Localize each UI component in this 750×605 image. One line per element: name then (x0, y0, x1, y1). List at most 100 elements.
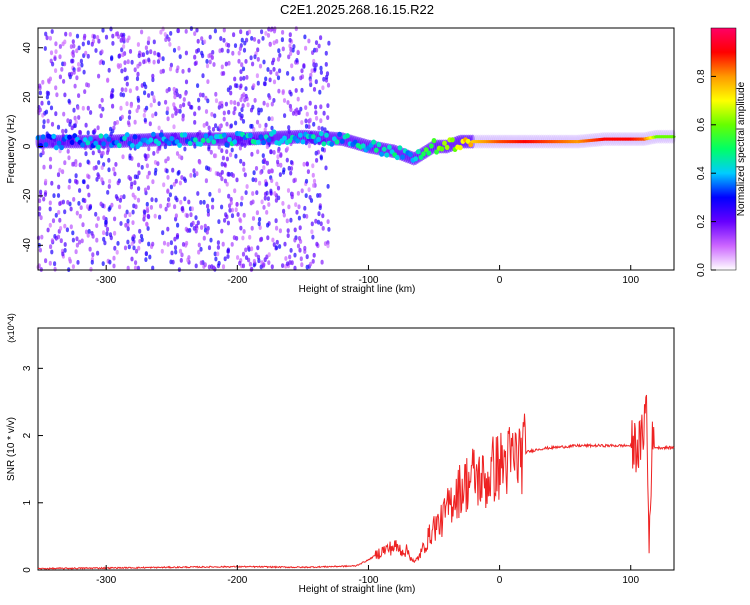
spectrogram-cell (137, 186, 141, 192)
spectrogram-cell (304, 118, 308, 124)
spectrogram-cell (274, 245, 279, 251)
spectrogram-cell (199, 260, 203, 266)
ridge-cell (337, 131, 342, 137)
ridge-cell (266, 137, 272, 143)
spectrogram-cell (319, 104, 323, 110)
spectrogram-cell (74, 173, 78, 179)
spectrogram-cell (274, 218, 278, 224)
ridge-cell (371, 139, 377, 145)
spectrogram-cell (133, 265, 138, 271)
spectrogram-cell (86, 53, 90, 59)
spectrogram-cell (286, 71, 290, 76)
spectrogram-cell (225, 214, 229, 220)
spectrogram-cell (293, 265, 297, 271)
ridge-cell (85, 140, 91, 146)
spectrogram-cell (281, 46, 285, 52)
spectrogram-cell (130, 59, 134, 65)
spectrogram-cell (113, 171, 117, 177)
spectrogram-cell (222, 116, 226, 122)
spectrogram-cell (176, 171, 180, 176)
spectrogram-cell (242, 212, 246, 218)
spectrogram-cell (225, 149, 229, 155)
spectrogram-cell (312, 252, 316, 258)
ridge-cell (316, 136, 321, 142)
spectrogram-cell (111, 33, 115, 39)
spectrogram-cell (307, 143, 311, 149)
ridge-cell (232, 139, 238, 145)
spectrogram-cell (166, 156, 170, 162)
spectrogram-cell (48, 200, 52, 206)
spectrogram-cell (326, 103, 330, 108)
spectrogram-frame (37, 27, 675, 271)
ridge-cell (158, 132, 164, 138)
spectrogram-cell (314, 110, 318, 115)
spectrogram-cell (214, 98, 219, 104)
colorbar: 0.0 0.2 0.4 0.6 0.8 Normalized spectral ampl… (696, 27, 747, 277)
spectrogram-cell (296, 243, 301, 249)
spectrogram-cell (127, 115, 131, 120)
spectrogram-cell (256, 57, 260, 62)
ridge-cell (166, 140, 172, 146)
spectrogram-cell (66, 118, 70, 123)
spectrogram-cell (54, 68, 58, 73)
spectrogram-cell (289, 170, 293, 176)
spectrogram-cell (308, 195, 312, 200)
spectrogram-cell (64, 31, 68, 37)
spectrogram-cell (235, 202, 239, 207)
spectrogram-cell (299, 106, 303, 112)
spectrogram-cell (169, 31, 173, 36)
x-tick-label: -300 (96, 275, 116, 286)
spectrogram-cell (275, 239, 279, 245)
spectrogram-cell (175, 197, 179, 203)
spectrogram-cell (186, 228, 190, 233)
spectrogram-cell (125, 81, 129, 87)
spectrogram-cell (241, 235, 245, 241)
spectrogram-cell (197, 242, 201, 248)
ridge-cell (227, 136, 232, 143)
ridge-cell (413, 156, 419, 162)
spectrogram-cell (72, 107, 76, 113)
x-tick-label: 100 (622, 275, 639, 286)
spectrogram-cell (300, 87, 304, 93)
spectrogram-cell (272, 150, 276, 155)
spectrogram-cell (101, 106, 105, 112)
spectrogram-cell (242, 167, 246, 173)
spectrogram-cell (198, 92, 203, 98)
spectrogram-cell (193, 31, 197, 36)
spectrogram-cell (130, 241, 134, 247)
spectrogram-cell (312, 121, 316, 127)
spectrogram-cell (289, 91, 293, 97)
spectrogram-cell (230, 213, 235, 219)
spectrogram-cell (219, 36, 223, 41)
spectrogram-cell (315, 47, 319, 53)
spectrogram-cell (117, 64, 121, 70)
spectrogram-cell (135, 174, 139, 180)
spectrogram-cell (267, 169, 272, 175)
spectrogram-cell (197, 249, 201, 255)
colorbar-ticks: 0.0 0.2 0.4 0.6 0.8 (696, 69, 716, 277)
spectrogram-cell (256, 245, 260, 251)
ridge-cell (174, 139, 180, 145)
spectrogram-cell (48, 35, 53, 41)
spectrogram-cell (137, 162, 141, 168)
spectrogram-cell (283, 241, 287, 247)
spectrogram-cell (131, 192, 135, 198)
spectrogram-cell (227, 43, 231, 48)
spectrogram-cell (314, 150, 318, 156)
spectrogram-cell (254, 252, 258, 257)
spectrogram-cell (259, 107, 263, 113)
ridge-cell (122, 135, 127, 141)
spectrogram-cell (227, 109, 231, 115)
spectrogram-cell (311, 234, 315, 240)
spectrogram-cell (269, 27, 273, 33)
spectrogram-cell (147, 93, 151, 98)
ridge-cell (376, 142, 382, 148)
spectrogram-cell (218, 101, 222, 107)
spectrogram-cell (118, 198, 122, 203)
spectrogram-cell (107, 184, 111, 189)
spectrogram-cell (74, 162, 78, 168)
spectrogram-cell (183, 146, 187, 152)
spectrogram-cell (54, 111, 58, 117)
spectrogram-cell (42, 196, 46, 202)
